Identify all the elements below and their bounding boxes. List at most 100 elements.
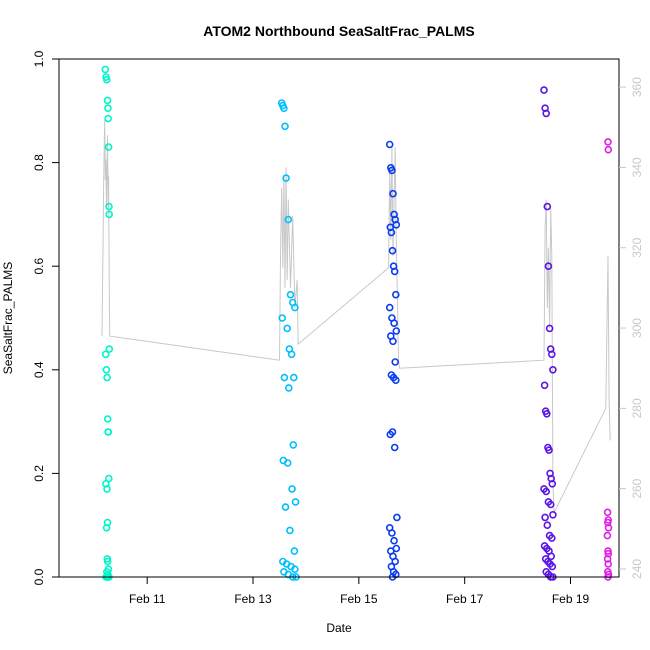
plot-frame <box>58 58 620 578</box>
y2-tick-label: 320 <box>630 237 644 257</box>
data-point <box>287 350 296 359</box>
data-point <box>390 443 399 452</box>
data-point <box>603 555 612 563</box>
data-point <box>604 145 613 154</box>
data-point <box>291 498 300 506</box>
data-point <box>289 441 298 449</box>
data-point <box>104 143 113 151</box>
data-point <box>388 166 396 175</box>
data-point <box>283 324 292 333</box>
x-tick-label: Feb 15 <box>340 592 378 606</box>
chart-title: ATOM2 Northbound SeaSaltFrac_PALMS <box>203 23 474 39</box>
x-axis-label: Date <box>326 621 352 635</box>
x-tick-label: Feb 17 <box>446 592 484 606</box>
data-point <box>385 140 394 149</box>
data-point <box>543 202 552 211</box>
data-point <box>103 415 112 423</box>
data-point <box>286 526 294 535</box>
data-point <box>604 523 613 532</box>
y-axis-label: SeaSaltFrac_PALMS <box>1 262 15 375</box>
data-point <box>282 174 290 182</box>
data-point <box>281 503 290 511</box>
data-point <box>103 485 111 493</box>
data-point <box>390 267 399 276</box>
data-point <box>540 381 549 390</box>
data-point <box>547 534 556 542</box>
data-point <box>389 189 397 198</box>
data-point <box>603 508 612 517</box>
data-point <box>103 75 111 84</box>
data-point <box>104 114 112 123</box>
data-point <box>283 459 292 467</box>
secondary-series-line <box>101 119 611 514</box>
y-tick-label: 0.0 <box>32 568 46 585</box>
data-point <box>391 557 400 566</box>
data-point <box>385 303 394 312</box>
data-point <box>104 104 112 112</box>
data-point <box>278 314 287 322</box>
data-point <box>603 531 612 540</box>
data-point <box>103 373 111 382</box>
data-point <box>390 319 398 328</box>
data-point <box>284 384 293 392</box>
data-point <box>543 521 552 530</box>
data-point <box>549 510 557 519</box>
data-point <box>284 215 293 224</box>
data-point <box>604 560 613 568</box>
data-point <box>105 345 114 353</box>
data-point <box>391 376 400 385</box>
data-point <box>388 428 397 436</box>
data-point <box>548 562 557 571</box>
data-point <box>393 513 401 522</box>
data-point <box>545 324 554 333</box>
y2-tick-label: 360 <box>630 77 644 97</box>
right-axis: 240 260 280 300 320 340 360 <box>619 77 644 579</box>
data-point <box>604 138 612 146</box>
data-point <box>542 487 551 496</box>
y-tick-label: 0.4 <box>32 361 46 378</box>
data-point <box>280 104 288 112</box>
data-point <box>546 500 555 509</box>
data-point <box>542 109 551 118</box>
y2-tick-label: 280 <box>630 398 644 418</box>
left-axis: 0.0 0.2 0.4 0.6 0.8 1.0 <box>32 50 59 585</box>
data-point <box>545 446 553 454</box>
y2-tick-label: 300 <box>630 318 644 338</box>
data-point <box>288 485 296 493</box>
data-point <box>387 228 396 237</box>
data-point <box>103 96 112 105</box>
data-point <box>388 246 397 255</box>
data-point <box>392 221 401 229</box>
data-point <box>290 547 299 555</box>
y2-tick-label: 240 <box>630 559 644 579</box>
data-point <box>388 529 396 537</box>
data-point <box>549 365 557 374</box>
data-point <box>547 350 556 359</box>
data-point <box>101 350 110 359</box>
data-point <box>105 210 113 219</box>
y2-tick-label: 340 <box>630 157 644 177</box>
x-tick-label: Feb 11 <box>129 592 166 606</box>
data-point <box>291 303 299 312</box>
y-tick-label: 0.2 <box>32 465 46 482</box>
data-point <box>104 428 113 436</box>
data-point <box>391 358 400 366</box>
x-tick-label: Feb 13 <box>234 592 272 606</box>
data-point <box>102 365 111 374</box>
data-point <box>289 373 298 382</box>
data-point <box>101 65 110 74</box>
data-point <box>390 536 398 545</box>
data-point <box>541 513 549 522</box>
bottom-axis: Feb 11 Feb 13 Feb 15 Feb 17 Feb 19 <box>129 577 590 606</box>
secondary-line-layer <box>101 119 611 514</box>
data-point <box>542 409 551 418</box>
data-point <box>281 122 289 131</box>
data-point <box>102 523 111 532</box>
data-point <box>291 565 299 574</box>
data-point <box>280 373 289 382</box>
data-point <box>544 262 553 271</box>
data-point <box>105 202 113 211</box>
x-tick-label: Feb 19 <box>552 592 590 606</box>
y-tick-label: 0.8 <box>32 154 46 171</box>
